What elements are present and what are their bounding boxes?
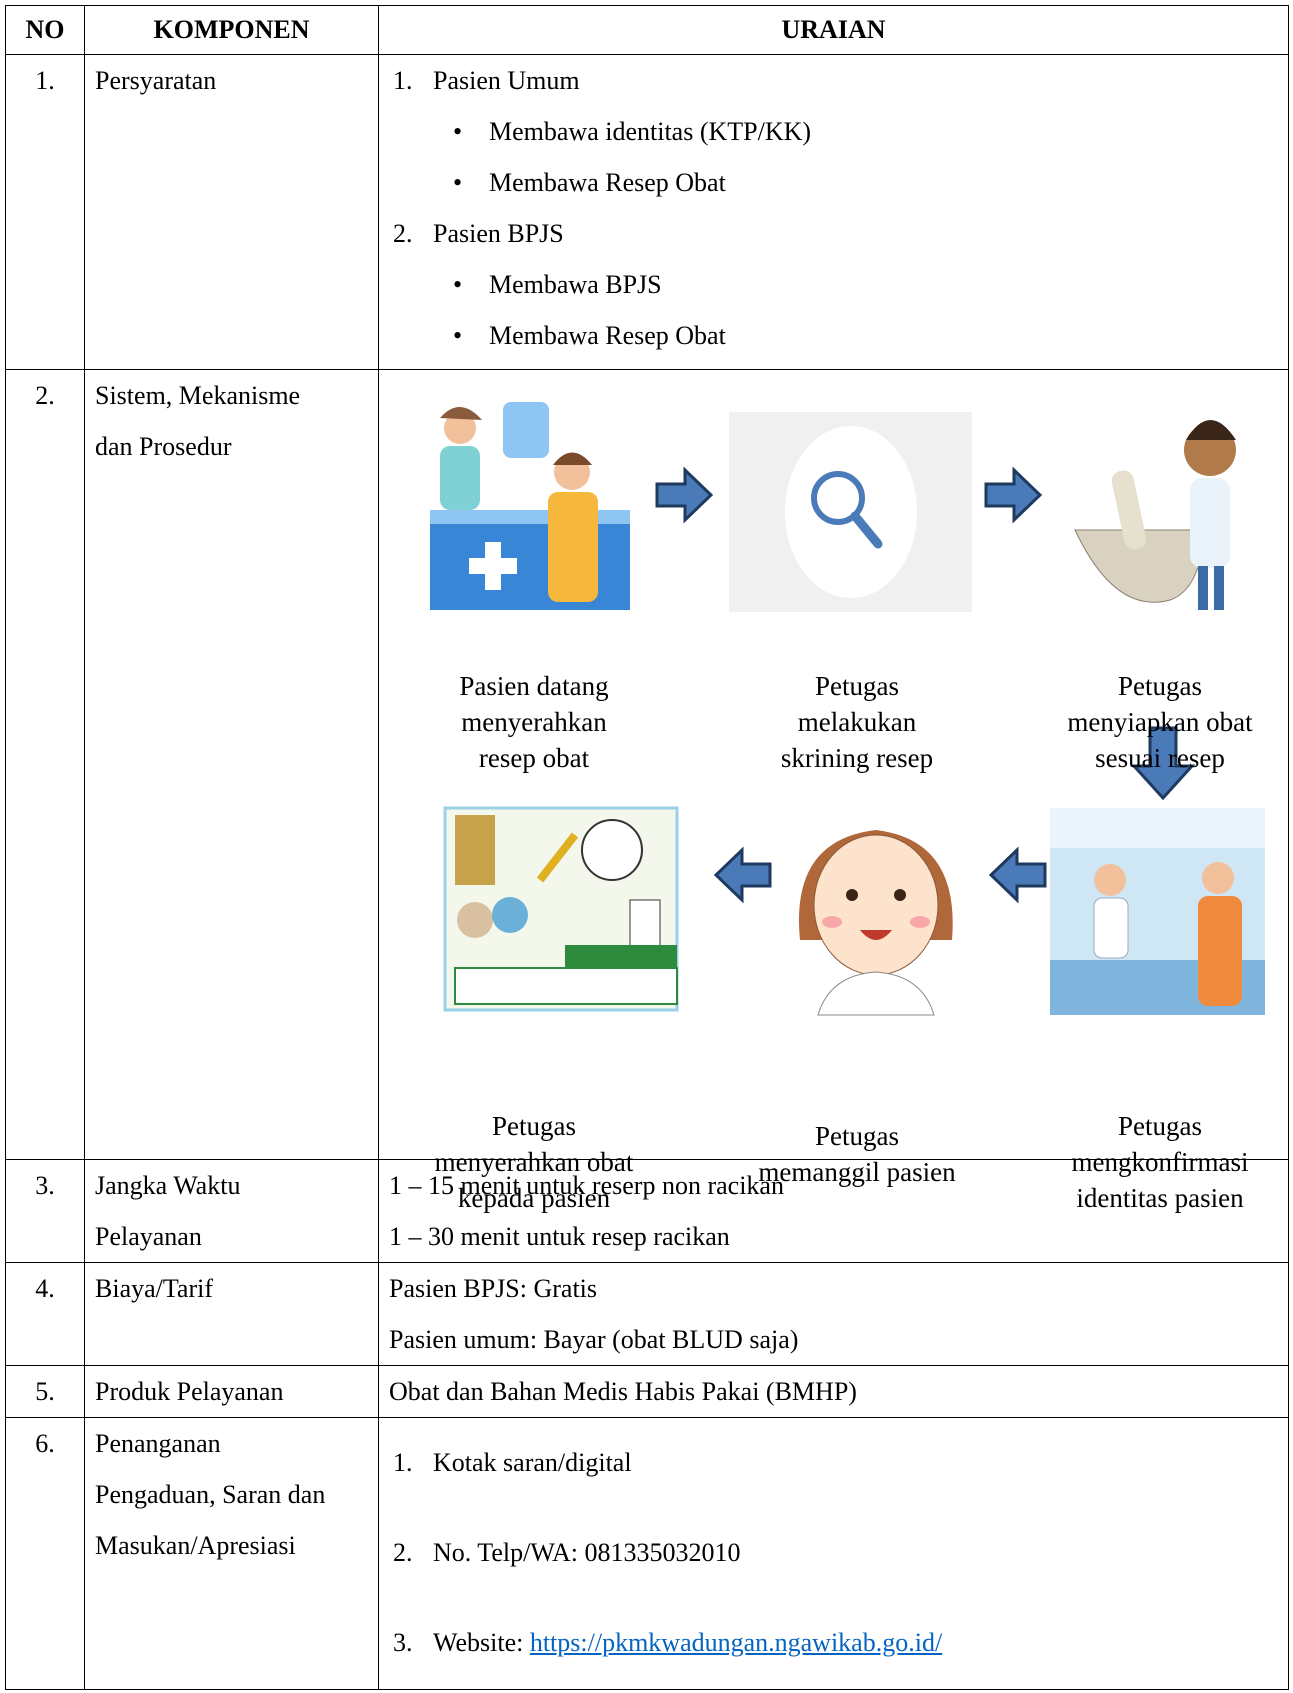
text: Petugas [1118, 671, 1202, 701]
text: Membawa Resep Obat [489, 321, 726, 350]
cell-uraian: 1 – 15 menit untuk reserp non racikan 1 –… [378, 1159, 1289, 1263]
cell-komponen: Produk Pelayanan [84, 1365, 379, 1418]
text: Membawa BPJS [489, 270, 662, 299]
text: 1 – 15 menit untuk reserp non racikan [389, 1171, 784, 1200]
cell-komponen: Penanganan Pengaduan, Saran dan Masukan/Ap… [84, 1417, 379, 1690]
text: menyerahkan obat [434, 1147, 634, 1177]
arrow [989, 848, 1047, 902]
cell-uraian: Obat dan Bahan Medis Habis Pakai (BMHP) [378, 1365, 1289, 1418]
text: kepada pasien [457, 1183, 611, 1213]
illustration-calling [798, 830, 953, 1016]
header-row: NO KOMPONEN URAIAN [5, 5, 1289, 55]
text: Petugas [815, 671, 899, 701]
bullet-item: • Membawa BPJS [453, 270, 662, 299]
text: Pengaduan, Saran dan [95, 1480, 326, 1509]
text: Persyaratan [95, 66, 217, 95]
illustration-reception [430, 402, 630, 610]
arrow [714, 848, 772, 902]
row: 3. Jangka Waktu Pelayanan 1 – 15 menit un… [5, 1159, 1289, 1263]
illustration-screening [729, 412, 972, 612]
list-item: 3. Website: https://pkmkwadungan.ngawikab… [389, 1598, 1278, 1688]
text: sesuai resep [1095, 743, 1225, 773]
text: Petugas [1118, 1111, 1202, 1141]
list-item: 1. Pasien Umum [389, 55, 1278, 106]
text: Obat dan Bahan Medis Habis Pakai (BMHP) [389, 1377, 857, 1406]
cell-komponen: Sistem, Mekanisme dan Prosedur [84, 369, 379, 1160]
illustration-mortar [1074, 420, 1236, 610]
marker: 1. [393, 1448, 413, 1477]
row: 5. Produk Pelayanan Obat dan Bahan Medis… [5, 1365, 1289, 1418]
text: Masukan/Apresiasi [95, 1531, 296, 1560]
marker: 1. [393, 66, 413, 95]
text: memanggil pasien [758, 1157, 956, 1187]
text: Pasien datang [459, 671, 609, 701]
list-item: 1. Kotak saran/digital [389, 1418, 1278, 1508]
text: Pasien Umum [433, 66, 580, 95]
bullet-item: • Membawa identitas (KTP/KK) [453, 117, 812, 146]
website-link[interactable]: https://pkmkwadungan.ngawikab.go.id/ [529, 1628, 943, 1657]
text: Pasien BPJS: Gratis [389, 1274, 598, 1303]
text: skrining resep [780, 743, 934, 773]
row: 6. Penanganan Pengaduan, Saran dan Masukan… [5, 1417, 1289, 1690]
illustration-poster [443, 806, 679, 1012]
flow-caption: Pasien datang menyerahkan resep obat [384, 668, 684, 776]
service-table: NO KOMPONEN URAIAN 1. Persyaratan 1. Pasi… [5, 5, 1289, 1690]
list-item: 2. Pasien BPJS [389, 208, 1278, 259]
text: Membawa identitas (KTP/KK) [489, 117, 812, 146]
flow-caption: Petugas melakukan skrining resep [707, 668, 1007, 776]
text: Penanganan [95, 1429, 221, 1458]
marker: 2. [393, 1538, 413, 1567]
text: identitas pasien [1076, 1183, 1244, 1213]
text: No. Telp/WA: 081335032010 [433, 1538, 741, 1567]
header-cell: KOMPONEN [84, 5, 379, 55]
arrow [984, 468, 1042, 522]
text: Sistem, Mekanisme [95, 381, 301, 410]
bullet-item: • Membawa Resep Obat [453, 321, 726, 350]
row: 4. Biaya/Tarif Pasien BPJS: Gratis Pasien… [5, 1262, 1289, 1366]
row: 1. Persyaratan 1. Pasien Umum • Membawa id… [5, 54, 1289, 370]
cell-no: 2. [5, 369, 85, 1160]
arrow [655, 468, 713, 522]
bullet-item: • Membawa Resep Obat [453, 168, 726, 197]
arrow [1130, 726, 1196, 801]
text: melakukan [797, 707, 917, 737]
text: Pelayanan [95, 1222, 202, 1251]
text: 1 – 30 menit untuk resep racikan [389, 1222, 730, 1251]
text: menyerahkan [461, 707, 607, 737]
flow-caption: Petugas menyiapkan obat sesuai resep [1010, 668, 1293, 776]
illustration-counter [1050, 808, 1265, 1015]
cell-uraian: 1. Pasien Umum • Membawa identitas (KTP/KK… [378, 54, 1289, 370]
text: Jangka Waktu [95, 1171, 241, 1200]
text: Petugas [815, 1121, 899, 1151]
text: Petugas [492, 1111, 576, 1141]
cell-komponen: Biaya/Tarif [84, 1262, 379, 1366]
text: Biaya/Tarif [95, 1274, 214, 1303]
text: Kotak saran/digital [433, 1448, 632, 1477]
text: Pasien umum: Bayar (obat BLUD saja) [389, 1325, 799, 1354]
text: mengkonfirmasi [1071, 1147, 1249, 1177]
flow-caption: Petugas memanggil pasien [707, 1118, 1007, 1190]
list-item: 2. No. Telp/WA: 081335032010 [389, 1508, 1278, 1598]
text: Produk Pelayanan [95, 1377, 284, 1406]
text: Pasien BPJS [433, 219, 564, 248]
text: dan Prosedur [95, 432, 232, 461]
header-cell: URAIAN [378, 5, 1289, 55]
cell-uraian: 1. Kotak saran/digital 2. No. Telp/WA: 081… [378, 1417, 1289, 1690]
text: Membawa Resep Obat [489, 168, 726, 197]
marker: 3. [393, 1628, 413, 1657]
text: resep obat [478, 743, 590, 773]
text: menyiapkan obat [1067, 707, 1253, 737]
flow-caption: Petugas mengkonfirmasi identitas pasien [1010, 1108, 1293, 1216]
cell-uraian: Pasien BPJS: Gratis Pasien umum: Bayar (o… [378, 1262, 1289, 1366]
text: Website: [433, 1628, 524, 1657]
flow-caption: Petugas menyerahkan obat kepada pasien [384, 1108, 684, 1216]
cell-komponen: Jangka Waktu Pelayanan [84, 1159, 379, 1263]
header-cell: NO [5, 5, 85, 55]
marker: 2. [393, 219, 413, 248]
cell-no: 4. [5, 1262, 85, 1366]
